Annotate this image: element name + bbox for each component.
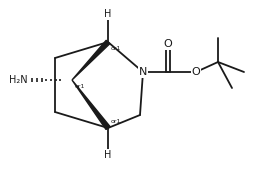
Text: or1: or1 xyxy=(75,84,85,89)
Text: O: O xyxy=(164,39,172,49)
Text: or1: or1 xyxy=(111,119,122,124)
Text: H: H xyxy=(104,150,112,160)
Polygon shape xyxy=(72,40,110,80)
Text: O: O xyxy=(192,67,200,77)
Text: or1: or1 xyxy=(111,46,122,51)
Polygon shape xyxy=(72,80,110,130)
Text: H₂N: H₂N xyxy=(9,75,28,85)
Text: N: N xyxy=(139,67,147,77)
Text: H: H xyxy=(104,9,112,19)
